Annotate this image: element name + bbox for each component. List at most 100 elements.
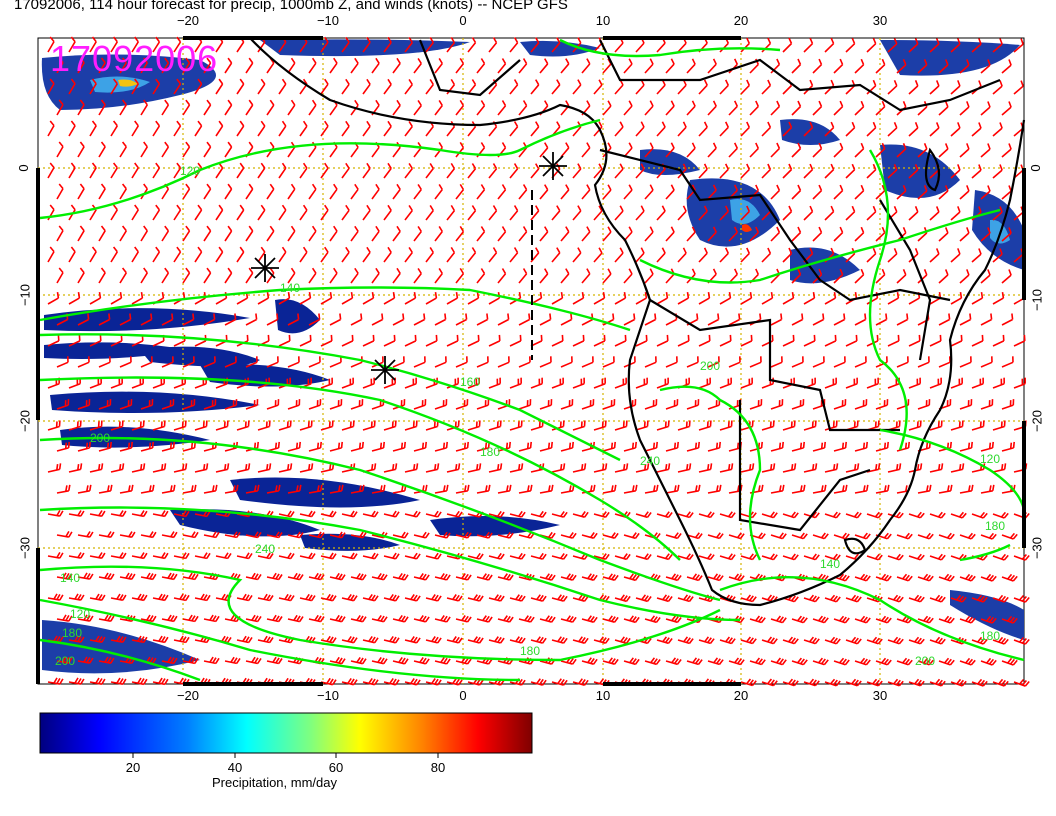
wind-barb bbox=[497, 573, 514, 581]
wind-barb bbox=[476, 58, 486, 74]
wind-barb bbox=[47, 120, 55, 137]
storm-markers bbox=[251, 152, 567, 384]
wind-barb bbox=[341, 246, 350, 263]
wind-barb bbox=[287, 531, 304, 539]
wind-barb bbox=[56, 399, 70, 410]
wind-barb bbox=[791, 441, 805, 452]
wind-barb bbox=[299, 334, 312, 347]
wind-barb bbox=[635, 247, 645, 263]
wind-barb bbox=[593, 291, 606, 305]
wind-barb bbox=[341, 291, 354, 305]
wind-barb bbox=[257, 593, 274, 602]
wind-barb bbox=[173, 36, 182, 53]
wind-barb bbox=[161, 441, 175, 452]
wind-barb bbox=[740, 79, 751, 95]
wind-barb bbox=[530, 121, 540, 137]
wind-barb bbox=[644, 484, 659, 494]
wind-barb bbox=[383, 593, 400, 602]
wind-barb bbox=[476, 100, 486, 116]
wind-barb bbox=[434, 313, 447, 326]
colorbar-tick-label: 60 bbox=[328, 760, 344, 775]
wind-barb bbox=[707, 484, 722, 494]
wind-barb bbox=[161, 99, 170, 116]
wind-barb bbox=[959, 399, 973, 410]
wind-barb bbox=[614, 463, 629, 473]
wind-barb bbox=[371, 57, 380, 74]
wind-barb bbox=[581, 268, 591, 284]
wind-barb bbox=[992, 594, 1009, 603]
wind-barb bbox=[68, 635, 85, 643]
wind-barb bbox=[950, 334, 963, 347]
wind-barb bbox=[308, 225, 317, 242]
wind-barb bbox=[623, 532, 640, 540]
wind-barb bbox=[917, 356, 930, 368]
contour-label: 180 bbox=[62, 626, 82, 640]
wind-barb bbox=[665, 100, 675, 116]
lon-tick-top: 10 bbox=[595, 13, 611, 28]
wind-barb bbox=[320, 334, 333, 347]
wind-barb bbox=[644, 268, 654, 284]
wind-barb bbox=[413, 615, 430, 623]
wind-barb bbox=[971, 164, 982, 179]
wind-barb bbox=[875, 268, 886, 284]
wind-barb bbox=[551, 79, 561, 95]
wind-barb bbox=[467, 79, 477, 95]
wind-barb bbox=[917, 399, 931, 410]
wind-barb bbox=[467, 205, 477, 221]
wind-barb bbox=[728, 532, 745, 540]
wind-barb bbox=[749, 615, 766, 624]
lat-tick-left: 0 bbox=[16, 164, 32, 172]
wind-barb bbox=[119, 57, 127, 74]
wind-barb bbox=[350, 656, 367, 665]
wind-barb bbox=[644, 399, 658, 410]
wind-barb bbox=[971, 678, 988, 687]
wind-barb bbox=[803, 420, 817, 431]
wind-barb bbox=[782, 636, 799, 645]
wind-barb bbox=[518, 313, 531, 326]
wind-barb bbox=[539, 226, 549, 242]
wind-barb bbox=[908, 594, 925, 603]
wind-barb bbox=[740, 334, 753, 347]
wind-barb bbox=[707, 657, 724, 666]
wind-barb bbox=[644, 313, 657, 326]
wind-barb bbox=[698, 463, 713, 473]
wind-barb bbox=[866, 463, 881, 473]
wind-barb bbox=[971, 291, 984, 305]
wind-barb bbox=[875, 484, 890, 494]
wind-barb bbox=[77, 656, 94, 664]
wind-barb bbox=[245, 572, 262, 581]
wind-barb bbox=[971, 334, 984, 347]
wind-barb bbox=[749, 142, 760, 158]
wind-barb bbox=[938, 484, 953, 494]
wind-barb bbox=[257, 120, 266, 137]
wind-barb bbox=[656, 247, 666, 263]
wind-barb bbox=[455, 531, 472, 539]
wind-barb bbox=[875, 226, 886, 242]
wind-barb bbox=[749, 657, 766, 666]
wind-barb bbox=[866, 678, 883, 687]
lat-tick-left: −10 bbox=[17, 283, 33, 307]
wind-barb bbox=[68, 593, 85, 601]
wind-barb bbox=[119, 267, 127, 284]
wind-barb bbox=[182, 484, 197, 494]
wind-barb bbox=[854, 399, 868, 410]
wind-barb bbox=[497, 313, 510, 326]
wind-barb bbox=[719, 205, 730, 221]
lon-tick-bottom: 0 bbox=[459, 688, 467, 703]
wind-barb bbox=[539, 399, 553, 410]
wind-barb bbox=[509, 37, 519, 53]
wind-barb bbox=[539, 184, 549, 200]
wind-barb bbox=[719, 463, 734, 473]
wind-barb bbox=[623, 441, 637, 452]
wind-barb bbox=[992, 511, 1009, 519]
wind-barb bbox=[392, 313, 405, 326]
wind-barb bbox=[980, 185, 991, 200]
contour-label: 180 bbox=[480, 445, 500, 459]
wind-barb bbox=[287, 572, 304, 581]
wind-barb bbox=[425, 36, 434, 53]
wind-barb bbox=[68, 36, 76, 53]
wind-barb bbox=[698, 377, 711, 389]
wind-barb bbox=[383, 463, 398, 473]
wind-barb bbox=[161, 656, 178, 665]
wind-barb bbox=[656, 420, 670, 431]
